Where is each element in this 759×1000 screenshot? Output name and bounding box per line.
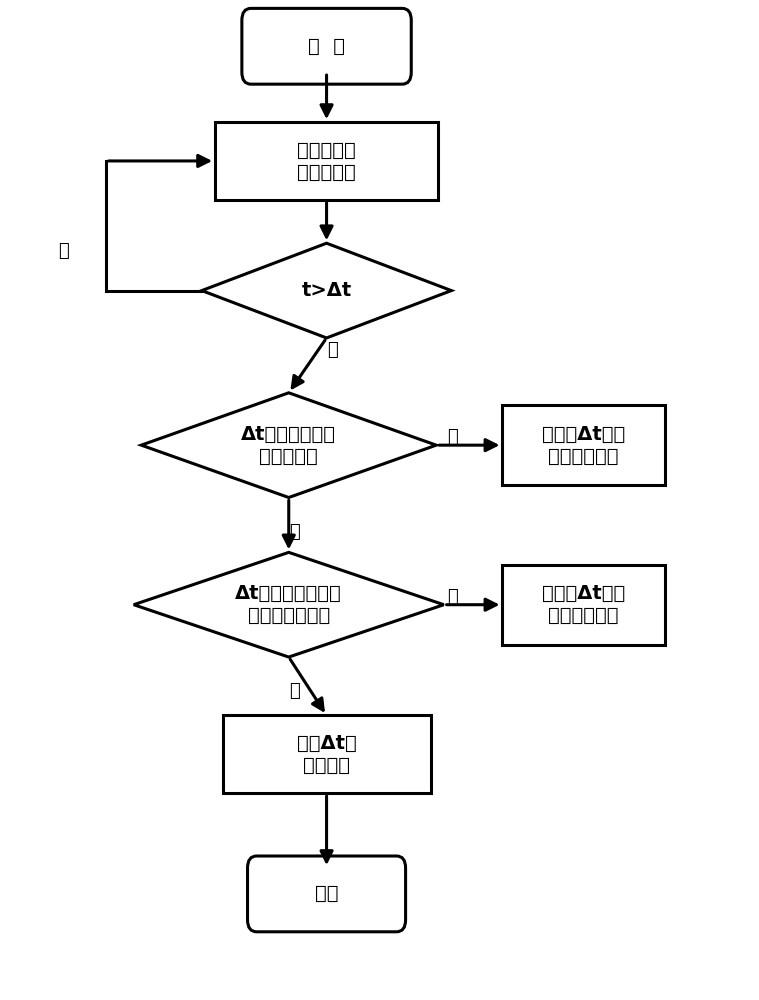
FancyBboxPatch shape: [215, 122, 438, 200]
FancyBboxPatch shape: [222, 715, 430, 793]
Text: Δt间隔内数据差値
是大于设定値？: Δt间隔内数据差値 是大于设定値？: [235, 584, 342, 625]
Text: t>Δt: t>Δt: [301, 281, 351, 300]
FancyBboxPatch shape: [502, 405, 665, 485]
Text: 结束: 结束: [315, 884, 339, 903]
Text: 是: 是: [448, 428, 458, 446]
Polygon shape: [141, 393, 436, 498]
Text: 是: 是: [327, 341, 338, 359]
FancyBboxPatch shape: [502, 565, 665, 645]
Text: 记录电网实
时遥测数据: 记录电网实 时遥测数据: [298, 140, 356, 181]
FancyBboxPatch shape: [242, 8, 411, 84]
Text: 仅记录Δt间隔
端点値及中値: 仅记录Δt间隔 端点値及中値: [542, 584, 625, 625]
Text: 开  始: 开 始: [308, 37, 345, 56]
FancyBboxPatch shape: [247, 856, 405, 932]
Text: 仅记录Δt间隔
端点値及极値: 仅记录Δt间隔 端点値及极値: [542, 425, 625, 466]
Text: 否: 否: [58, 242, 69, 260]
Text: Δt间隔内数据是
否有极値？: Δt间隔内数据是 否有极値？: [241, 425, 336, 466]
Text: 是: 是: [448, 588, 458, 606]
Polygon shape: [202, 243, 452, 338]
Text: 记录Δt间
隔端点値: 记录Δt间 隔端点値: [297, 734, 357, 775]
Text: 否: 否: [288, 523, 299, 541]
Text: 否: 否: [288, 682, 299, 700]
Polygon shape: [134, 552, 444, 657]
